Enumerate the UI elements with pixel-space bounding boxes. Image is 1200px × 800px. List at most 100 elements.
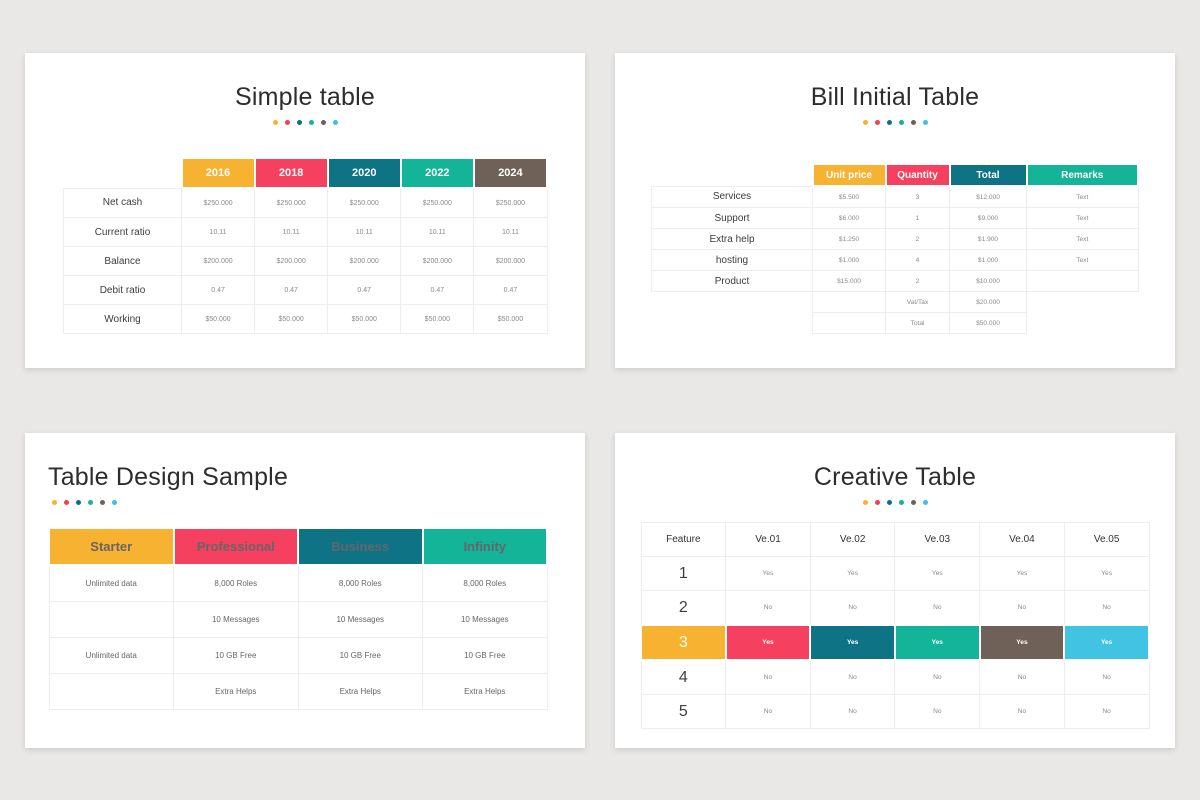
table-cell: Extra Helps: [173, 673, 299, 710]
table-row: Extra help $1.250 2 $1.900 Text: [651, 228, 1139, 250]
accent-dot: [100, 500, 105, 505]
table-cell: 10 GB Free: [297, 637, 423, 674]
slide-simple-table: Simple table 2016 2018 2020 2022 2024 Net cas…: [25, 53, 585, 368]
table-cell: 10.11: [327, 217, 402, 247]
column-header: 2022: [399, 157, 475, 189]
row-label: Net cash: [63, 187, 182, 218]
accent-dot: [910, 120, 916, 125]
table-cell: 10.11: [400, 217, 475, 247]
creative-table: Feature Ve.01 Ve.02 Ve.03 Ve.04 Ve.05 1 Yes Yes Y…: [640, 522, 1150, 729]
table-cell: [812, 312, 886, 334]
table-cell: $200.000: [473, 246, 548, 276]
column-header: 2020: [326, 157, 402, 189]
row-label: Balance: [63, 246, 182, 276]
column-header: 2024: [472, 157, 549, 189]
table-cell: $200.000: [180, 246, 256, 276]
table-row: Vat/Tax $20.000: [651, 291, 1138, 313]
slide-title: Bill Initial Table: [810, 83, 980, 111]
accent-dot: [910, 500, 916, 505]
table-cell: $20.000: [949, 291, 1027, 313]
table-cell: 2: [885, 228, 950, 250]
accent-dot: [320, 120, 326, 125]
column-header: Ve.05: [1063, 522, 1150, 557]
table-cell: 10.11: [254, 217, 329, 247]
table-cell: [1026, 312, 1138, 334]
column-header: Feature: [640, 522, 727, 557]
column-header: [651, 164, 813, 186]
table-cell: Text: [1026, 207, 1139, 229]
table-cell: $10.000: [949, 270, 1027, 292]
table-row: Debit ratio 0.47 0.47 0.47 0.47 0.47: [63, 275, 548, 305]
table-cell: No: [894, 694, 981, 729]
table-cell: No: [809, 590, 896, 626]
table-cell: $250.000: [180, 187, 256, 218]
header-row: Feature Ve.01 Ve.02 Ve.03 Ve.04 Ve.05: [640, 522, 1150, 557]
column-header: Ve.01: [725, 522, 811, 557]
column-header: Ve.04: [979, 522, 1065, 557]
accent-dot: [296, 120, 302, 125]
column-header: Business: [297, 527, 424, 566]
row-label: Services: [651, 185, 813, 208]
table-cell: $50.000: [254, 304, 329, 334]
table-row: hosting $1.000 4 $1.000 Text: [651, 249, 1139, 271]
accent-dot: [284, 120, 290, 125]
table-cell: $12.000: [949, 185, 1027, 208]
table-cell: 10 Messages: [297, 601, 423, 638]
slide-bill-initial-table: Bill Initial Table Unit price Quantity Tot…: [615, 53, 1175, 368]
accent-dot: [88, 500, 93, 505]
table-cell: $1.900: [949, 228, 1027, 250]
table-cell: Yes: [979, 556, 1065, 591]
table-cell: No: [894, 590, 981, 626]
table-cell: $1.000: [812, 249, 886, 271]
row-label: Working: [63, 304, 182, 334]
table-cell: $200.000: [400, 246, 475, 276]
column-header: Remarks: [1025, 163, 1139, 187]
header-row: Unit price Quantity Total Remarks: [651, 163, 1139, 187]
table-cell: Yes: [809, 624, 896, 661]
row-label: 5: [640, 694, 727, 729]
table-cell: 3: [885, 185, 950, 208]
slide-title: Table Design Sample: [48, 463, 289, 491]
table-cell: $250.000: [254, 187, 329, 218]
table-cell: $6.000: [812, 207, 886, 229]
row-label: [48, 601, 174, 638]
column-header: 2018: [253, 157, 329, 189]
table-cell: Yes: [809, 556, 896, 591]
table-cell: Extra Helps: [297, 673, 423, 710]
accent-dot: [922, 120, 928, 125]
table-cell: No: [979, 590, 1065, 626]
accent-dot: [332, 120, 338, 125]
row-label: [651, 312, 813, 334]
table-cell: $250.000: [473, 187, 548, 218]
table-cell: No: [809, 659, 896, 695]
row-label: Current ratio: [63, 217, 182, 247]
table-cell: 8,000 Roles: [422, 564, 548, 602]
slide-creative-table: Creative Table Feature Ve.01 Ve.02 Ve.03 Ve.…: [615, 433, 1175, 748]
row-label: 3: [640, 624, 727, 661]
table-cell: 2: [885, 270, 950, 292]
table-cell: No: [809, 694, 896, 729]
header-row: 2016 2018 2020 2022 2024: [63, 157, 549, 189]
table-cell: Text: [1026, 228, 1139, 250]
accent-dot: [76, 500, 81, 505]
table-row: Total $50.000: [651, 312, 1138, 334]
accent-dot: [64, 500, 69, 505]
table-cell: Text: [1026, 249, 1139, 271]
row-label: Unlimited data: [48, 637, 174, 674]
table-cell: $50.000: [949, 312, 1027, 334]
table-cell: Yes: [725, 556, 811, 591]
column-header: Total: [948, 163, 1028, 187]
table-row: 2 No No No No No: [640, 590, 1150, 626]
table-cell: Total: [885, 312, 950, 334]
table-cell: Yes: [978, 624, 1066, 661]
table-cell: $250.000: [327, 187, 402, 218]
column-header: [63, 158, 182, 188]
accent-dot: [898, 120, 904, 125]
table-cell: 0.47: [180, 275, 256, 305]
column-header: Ve.03: [894, 522, 981, 557]
row-label: 1: [640, 556, 727, 591]
table-cell: Yes: [724, 624, 812, 661]
slide-title: Simple table: [235, 83, 375, 111]
row-label: Support: [651, 207, 813, 229]
bill-initial-table: Unit price Quantity Total Remarks Services $5…: [651, 163, 1139, 334]
